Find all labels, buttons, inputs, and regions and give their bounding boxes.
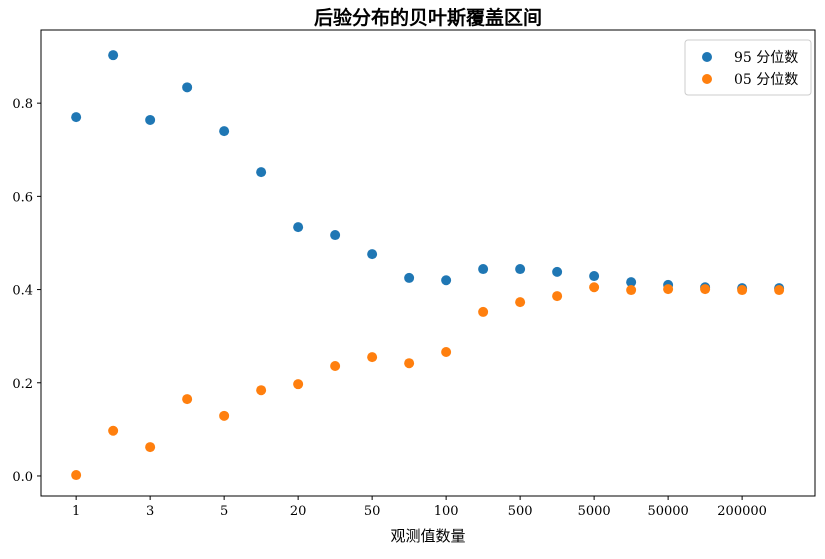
- data-point-95: [182, 82, 193, 93]
- data-point-05: [330, 360, 341, 371]
- data-point-95: [404, 272, 415, 283]
- x-tick-label: 3: [146, 504, 154, 519]
- legend-marker-05: [702, 74, 712, 84]
- data-point-05: [145, 442, 156, 453]
- data-point-05: [478, 306, 489, 317]
- data-point-95: [626, 277, 637, 288]
- data-point-95: [108, 50, 119, 61]
- x-tick-label: 200000: [717, 504, 767, 519]
- data-point-95: [219, 126, 230, 137]
- data-point-05: [293, 379, 304, 390]
- data-point-05: [737, 285, 748, 296]
- legend-label-95: 95 分位数: [734, 50, 798, 66]
- data-point-95: [256, 167, 267, 178]
- data-point-95: [145, 114, 156, 125]
- data-point-05: [663, 284, 674, 295]
- y-tick-label: 0.2: [12, 377, 33, 392]
- x-tick-label: 5: [220, 504, 228, 519]
- data-point-05: [552, 291, 563, 302]
- x-tick-label: 100: [434, 504, 459, 519]
- data-point-95: [293, 222, 304, 233]
- data-point-95: [515, 264, 526, 275]
- y-tick-label: 0.4: [12, 284, 33, 299]
- data-point-95: [441, 275, 452, 286]
- data-point-05: [515, 297, 526, 308]
- data-point-05: [367, 352, 378, 363]
- data-point-95: [589, 271, 600, 282]
- y-tick-label: 0.8: [12, 97, 33, 112]
- data-point-95: [71, 112, 82, 123]
- y-tick-label: 0.6: [12, 190, 33, 205]
- x-axis-label: 观测值数量: [390, 527, 465, 545]
- data-point-05: [182, 394, 193, 405]
- data-point-05: [700, 284, 711, 295]
- data-point-05: [256, 385, 267, 396]
- legend-label-05: 05 分位数: [734, 72, 798, 88]
- x-tick-label: 20: [290, 504, 307, 519]
- data-point-95: [552, 266, 563, 277]
- chart-title: 后验分布的贝叶斯覆盖区间: [314, 6, 542, 29]
- legend-marker-95: [702, 52, 712, 62]
- data-point-05: [219, 410, 230, 421]
- x-tick-label: 5000: [578, 504, 611, 519]
- data-point-05: [108, 425, 119, 436]
- data-point-05: [626, 285, 637, 296]
- data-point-05: [589, 282, 600, 293]
- x-tick-label: 1: [72, 504, 80, 519]
- data-point-05: [71, 470, 82, 481]
- data-point-95: [478, 264, 489, 275]
- data-point-05: [404, 358, 415, 369]
- x-tick-label: 500: [508, 504, 533, 519]
- data-point-95: [367, 249, 378, 260]
- x-tick-label: 50000: [647, 504, 688, 519]
- y-tick-label: 0.0: [12, 470, 33, 485]
- x-tick-label: 50: [364, 504, 381, 519]
- legend: 95 分位数 05 分位数: [684, 39, 812, 96]
- data-point-05: [774, 285, 785, 296]
- data-point-95: [330, 230, 341, 241]
- data-point-05: [441, 347, 452, 358]
- plot-frame: [40, 29, 816, 497]
